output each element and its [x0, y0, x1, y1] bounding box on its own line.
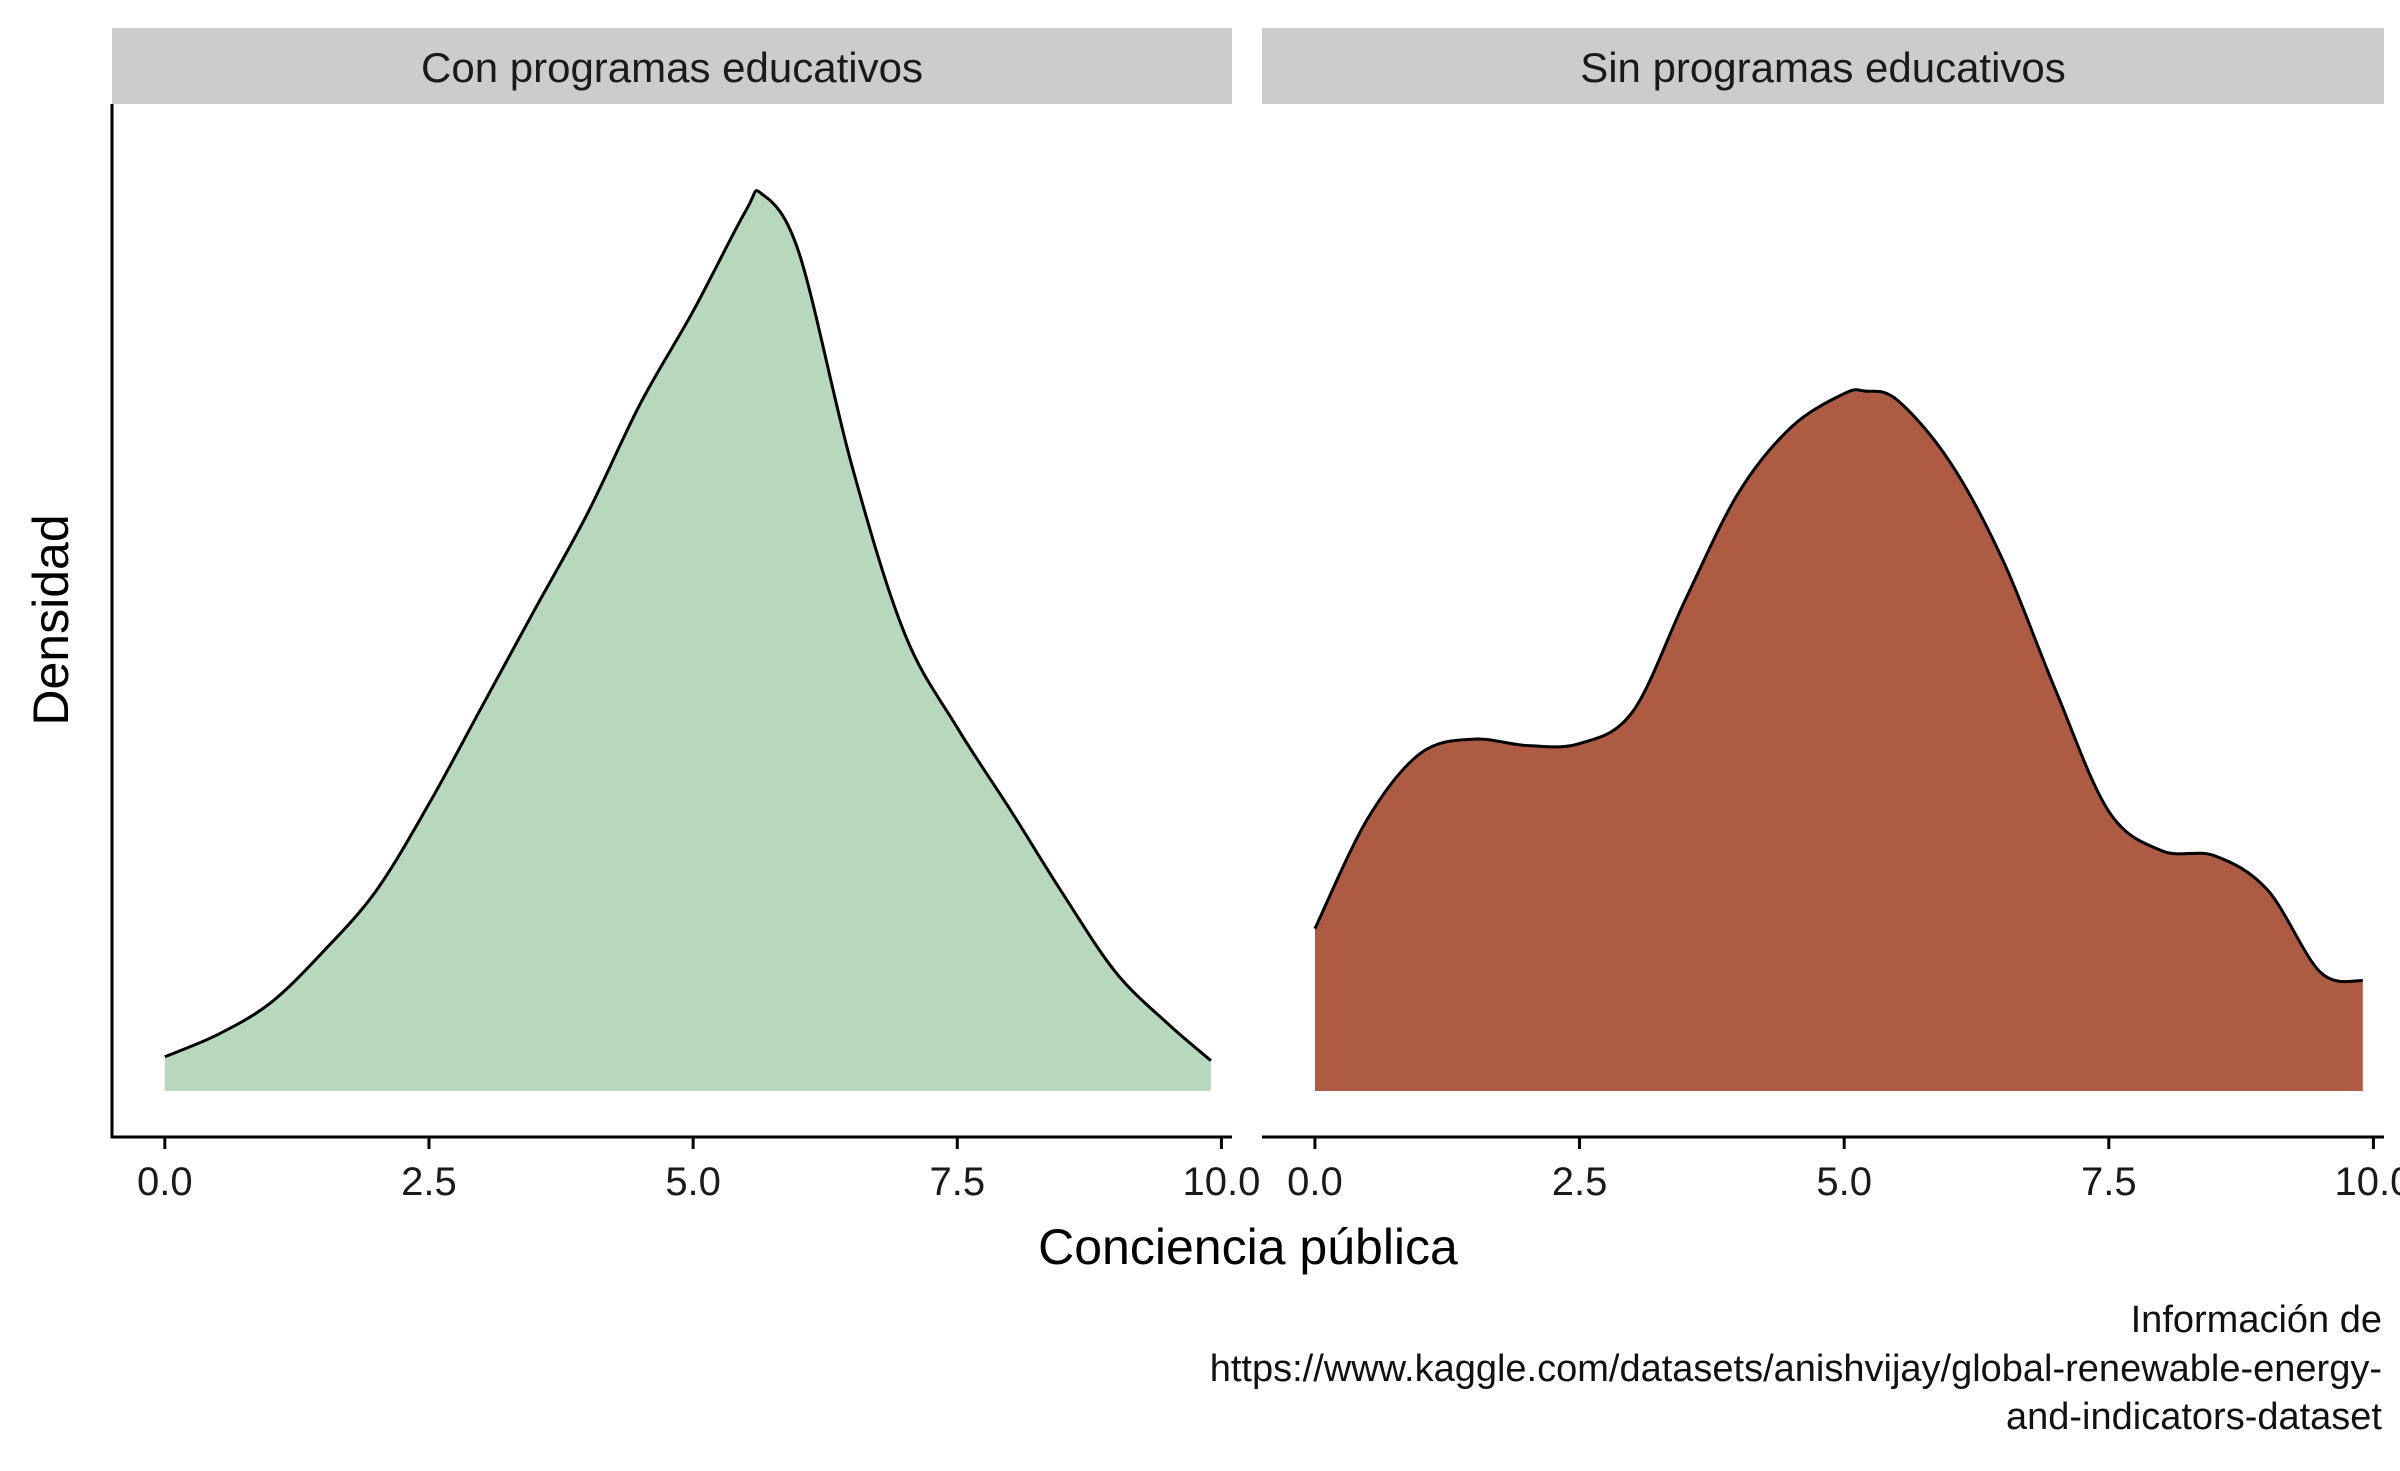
panel-strip — [1262, 28, 2384, 104]
caption-line-2: https://www.kaggle.com/datasets/anishvij… — [1209, 1347, 2382, 1390]
source-caption: Información de https://www.kaggle.com/da… — [782, 1296, 2382, 1442]
y-axis-title: Densidad — [23, 514, 79, 725]
x-tick-label: 5.0 — [665, 1160, 721, 1204]
panel-title: Sin programas educativos — [1580, 44, 2066, 91]
panel-2: Sin programas educativos 0.0 2.5 5.0 7.5 10.0 — [1262, 28, 2400, 1204]
x-tick-label: 0.0 — [1287, 1160, 1343, 1204]
caption-line-3: and-indicators-dataset — [2006, 1396, 2382, 1439]
density-area — [164, 190, 1211, 1091]
x-axis-title: Conciencia pública — [1038, 1219, 1458, 1275]
x-tick-label: 2.5 — [1552, 1160, 1608, 1204]
x-tick-label: 2.5 — [401, 1160, 457, 1204]
panel-1: Con programas educativos 0.0 2.5 5.0 7.5 10.0 — [110, 28, 1261, 1204]
x-tick-label: 7.5 — [2081, 1160, 2137, 1204]
density-line — [164, 189, 1212, 1062]
density-line — [1313, 388, 2364, 984]
panel-title: Con programas educativos — [421, 44, 923, 91]
x-tick-label: 10.0 — [2334, 1160, 2400, 1204]
x-tick-label: 10.0 — [1183, 1160, 1261, 1204]
panel-strip — [112, 28, 1232, 104]
caption-line-1: Información de — [2130, 1299, 2382, 1341]
x-tick-label: 7.5 — [929, 1160, 985, 1204]
x-tick-label: 5.0 — [1816, 1160, 1872, 1204]
x-tick-label: 0.0 — [137, 1160, 193, 1204]
density-area — [1314, 389, 2363, 1091]
